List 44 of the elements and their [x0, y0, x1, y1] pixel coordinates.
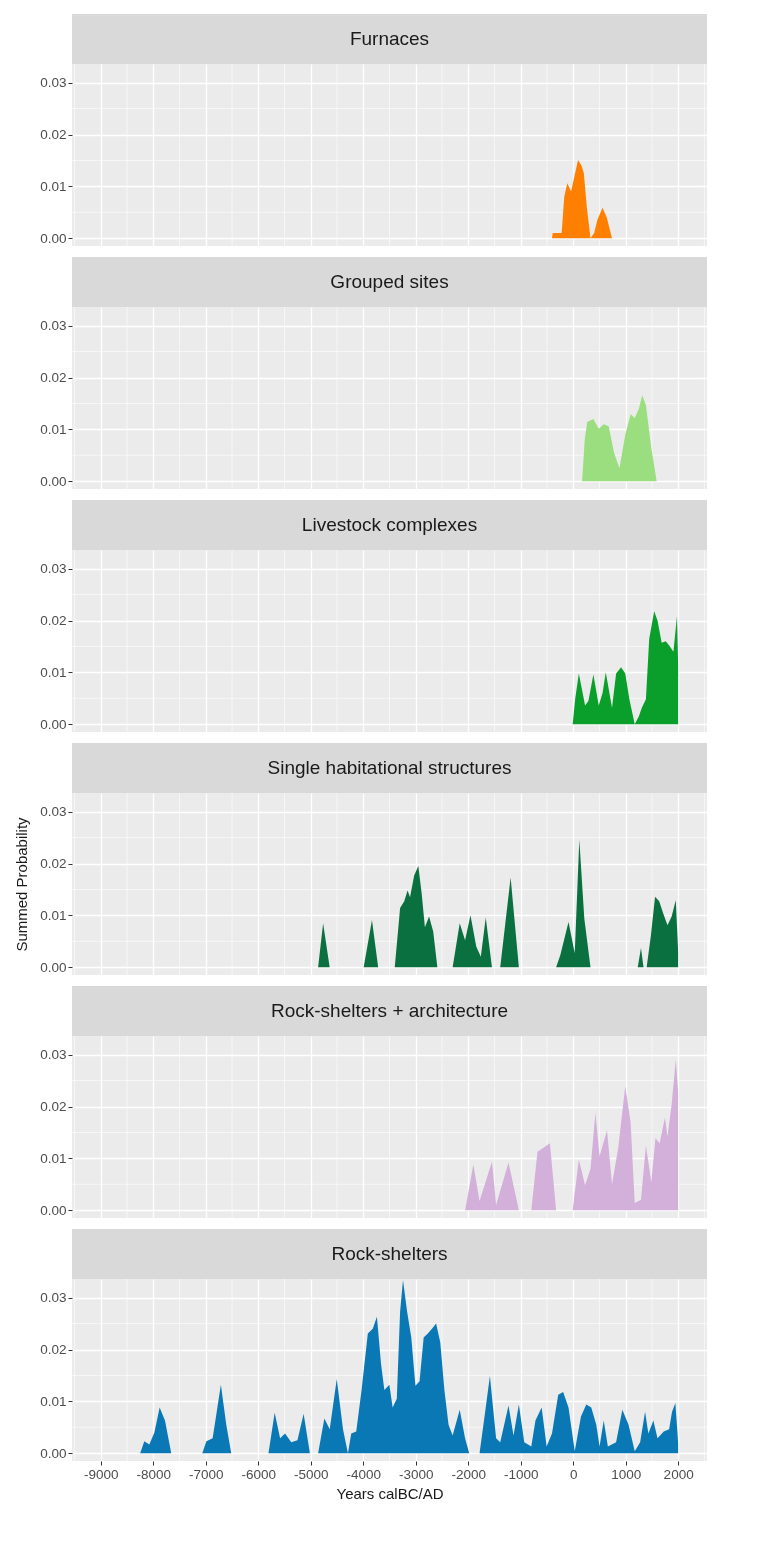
y-tick-label: 0.03 — [40, 75, 67, 91]
y-tick-label: 0.03 — [40, 804, 67, 820]
x-tick-label: -3000 — [398, 1466, 434, 1482]
y-tick-label: 0.00 — [40, 230, 67, 246]
y-tick-label: 0.01 — [40, 1150, 67, 1166]
y-tick-label: 0.03 — [40, 1290, 67, 1306]
y-tick-label: 0.03 — [40, 318, 67, 334]
chart-title: Single habitational structures — [267, 757, 512, 778]
y-tick-label: 0.00 — [40, 1445, 67, 1461]
y-tick-label: 0.02 — [40, 370, 67, 386]
x-tick-label: 1000 — [611, 1466, 642, 1482]
y-tick-label: 0.01 — [40, 1393, 67, 1409]
y-tick-label: 0.01 — [40, 421, 67, 437]
y-tick-label: 0.02 — [40, 1342, 67, 1358]
y-tick-label: 0.02 — [40, 613, 67, 629]
chart-title: Furnaces — [349, 28, 430, 49]
x-tick-label: -6000 — [241, 1466, 277, 1482]
y-tick-label: 0.01 — [40, 664, 67, 680]
chart-title: Livestock complexes — [301, 514, 478, 535]
y-tick-label: 0.03 — [40, 561, 67, 577]
y-tick-label: 0.00 — [40, 473, 67, 489]
y-tick-label: 0.03 — [40, 1047, 67, 1063]
y-tick-label: 0.00 — [40, 716, 67, 732]
chart-title: Rock-shelters + architecture — [270, 1000, 509, 1021]
y-tick-label: 0.02 — [40, 856, 67, 872]
y-axis-title: Summed Probability — [13, 816, 31, 952]
x-tick-label: 0 — [569, 1466, 578, 1482]
x-tick-label: -1000 — [503, 1466, 539, 1482]
y-tick-label: 0.00 — [40, 1202, 67, 1218]
x-tick-label: -9000 — [84, 1466, 119, 1482]
x-axis-title: Years calBC/AD — [336, 1485, 444, 1502]
x-tick-label: -7000 — [189, 1466, 224, 1482]
x-tick-label: 2000 — [663, 1466, 694, 1482]
x-tick-label: -2000 — [451, 1466, 486, 1482]
x-tick-label: -8000 — [136, 1466, 172, 1482]
y-tick-label: 0.02 — [40, 1099, 67, 1115]
chart-title: Grouped sites — [330, 271, 449, 292]
y-tick-label: 0.02 — [40, 127, 67, 143]
y-tick-label: 0.00 — [40, 959, 67, 975]
x-tick-label: -5000 — [294, 1466, 329, 1482]
chart-title: Rock-shelters — [331, 1243, 448, 1264]
y-tick-label: 0.01 — [40, 907, 67, 923]
x-tick-label: -4000 — [346, 1466, 382, 1482]
y-tick-label: 0.01 — [40, 178, 67, 194]
